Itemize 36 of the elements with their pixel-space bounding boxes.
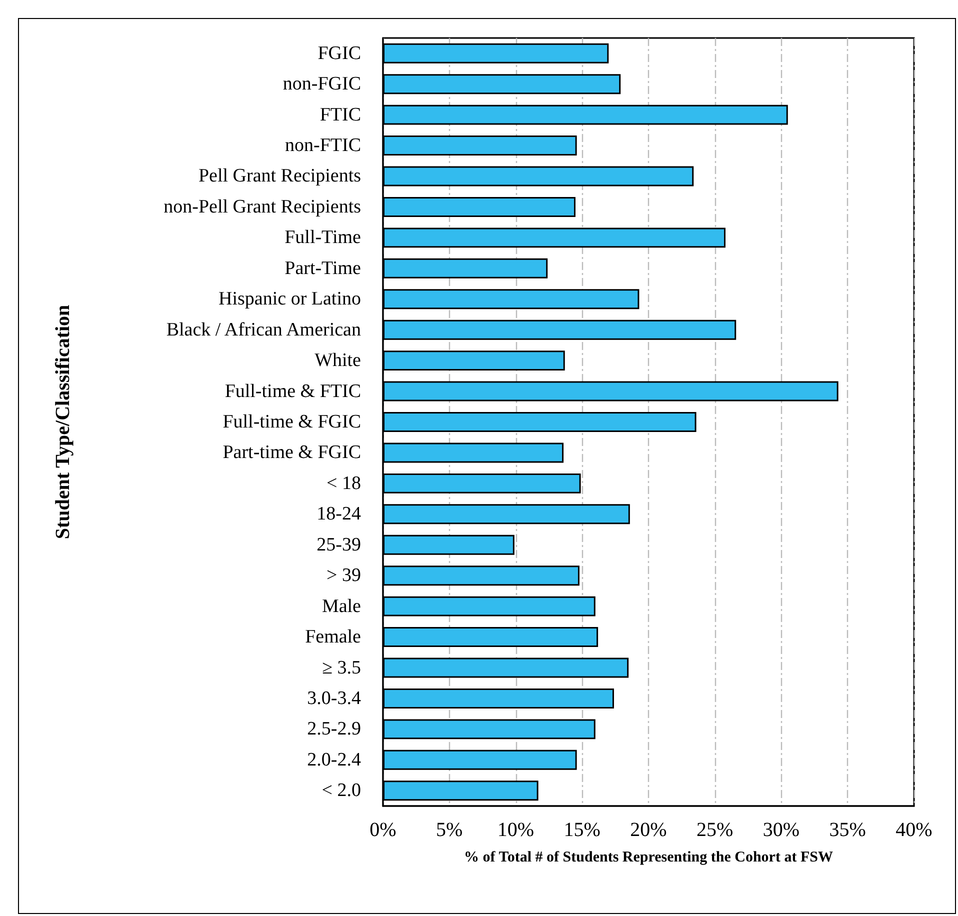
x-tick-label: 35% [829,819,866,841]
x-tick-label: 30% [762,819,800,841]
y-tick-label: 25-39 [316,534,361,556]
y-tick-label: Full-Time [284,227,361,248]
y-tick-label: Full-time & FTIC [224,380,361,402]
y-tick-label: Pell Grant Recipients [198,166,361,187]
y-tick-label: 3.0-3.4 [307,688,362,709]
y-tick-label: non-Pell Grant Recipients [164,196,361,218]
y-tick-label: Female [305,626,361,648]
y-tick-label: Part-Time [284,258,361,279]
y-tick-label: Hispanic or Latino [218,288,361,310]
y-tick-label: non-FTIC [285,135,361,156]
y-tick-label: < 18 [326,472,361,494]
y-tick-label: Black / African American [166,319,362,340]
y-tick-label: ≥ 3.5 [322,657,361,678]
y-tick-label: < 2.0 [322,780,361,802]
y-axis-title: Student Type/Classification [52,304,74,540]
x-tick-label: 15% [564,819,600,841]
x-tick-label: 20% [630,819,667,841]
y-tick-label: non-FGIC [282,74,361,95]
y-tick-label: 18-24 [316,504,362,525]
y-tick-label: > 39 [326,565,361,586]
y-tick-label: White [314,350,361,372]
y-tick-label: 2.0-2.4 [307,749,362,770]
y-tick-label: FGIC [318,42,361,64]
x-tick-label: 5% [436,819,463,841]
x-tick-label: 10% [497,819,534,841]
y-tick-label: Part-time & FGIC [222,442,361,464]
y-tick-label: 2.5-2.9 [307,718,361,740]
y-tick-label: Full-time & FGIC [222,412,361,432]
y-tick-label: FTIC [320,104,361,126]
x-tick-label: 25% [696,819,734,841]
x-tick-label: 40% [896,819,932,841]
y-tick-label: Male [322,596,361,617]
x-axis-title: % of Total # of Students Representing the Cohort at FSW [464,850,833,866]
x-tick-label: 0% [370,819,396,841]
